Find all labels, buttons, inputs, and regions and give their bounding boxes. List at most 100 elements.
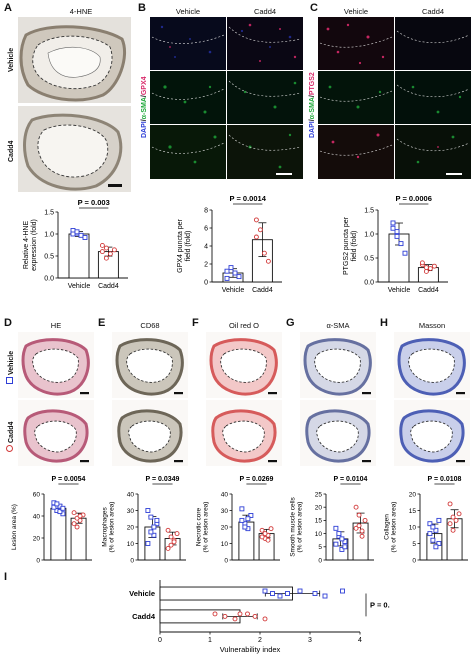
y-tick-label: 20 [33,535,41,542]
p-value-label: P = 0.0054 [52,476,86,483]
chart-b: 0 2 4 6 8 GPX4 puncta perfield (fold) Vehicle C… [177,194,282,294]
data-point-cadd4 [253,234,259,240]
data-point-vehicle [60,505,66,511]
data-point-cadd4 [265,537,271,543]
y-axis-label-line: PTGS2 puncta per [343,216,350,275]
data-point-vehicle [70,231,76,237]
p-value-label: P = 0.0108 [428,476,462,483]
data-point-cadd4 [252,613,258,619]
panel-a-image-cadd4 [18,106,131,192]
data-point-cadd4 [245,611,250,617]
data-point-cadd4 [356,512,362,518]
data-point-vehicle [148,529,154,535]
p-value-label: P = 0.0104 [334,476,368,483]
data-point-cadd4 [359,533,365,539]
panel-e-label: E [98,317,106,329]
data-point-vehicle [242,524,248,530]
data-point-cadd4 [262,531,268,537]
chart-f: 0 10 20 30 40 Necrotic core(% of lesion area)… [195,476,280,564]
y-tick-label: 25 [315,491,323,498]
p-value-label: P = 0.0269 [240,476,274,483]
data-point-vehicle [232,270,238,276]
data-point-cadd4 [419,260,425,266]
data-point-cadd4 [257,227,263,233]
data-point-vehicle [78,232,84,238]
y-axis-label: Macrophages(% of lesion area) [101,502,115,553]
data-point-vehicle [333,525,339,531]
y-axis-label: Collagen(% of lesion area) [383,502,397,553]
y-tick-label: 20 [127,524,135,531]
panel-a-title: 4-HNE [69,7,93,16]
data-point-vehicle [339,546,345,552]
data-point-vehicle [336,531,342,537]
data-point-cadd4 [174,531,180,537]
x-category-label: Vehicle [222,287,245,294]
data-point-vehicle [148,514,154,520]
y-tick-label: 0 [36,557,40,564]
y-axis-label: Necrotic core(% of lesion area) [195,502,209,553]
data-point-cadd4 [447,521,453,527]
data-point-vehicle [339,536,345,542]
data-point-vehicle [312,591,318,596]
data-point-cadd4 [253,217,259,223]
y-axis-label-line: (% of lesion area) [109,502,116,553]
data-point-cadd4 [107,251,113,257]
panel-c-channel-label: DAPI/α-SMA/PTGS2 [309,72,316,138]
y-axis-label: GPX4 puncta perfield (fold) [177,218,192,272]
data-point-vehicle [145,541,151,546]
data-point-vehicle [333,541,339,547]
data-point-cadd4 [165,545,171,551]
data-point-vehicle [236,274,242,280]
sma-label: α-SMA [141,97,148,120]
data-point-cadd4 [353,504,359,510]
data-point-vehicle [262,588,268,594]
y-tick-label: 10 [315,531,323,538]
y-axis-label: PTGS2 puncta perfield (fold) [343,216,358,275]
data-point-cadd4 [99,242,105,248]
data-point-vehicle [427,521,433,527]
y-tick-label: 15 [315,518,323,525]
y-axis-label-line: (% of lesion area) [203,502,210,553]
data-point-cadd4 [168,534,174,540]
data-point-vehicle [154,517,160,523]
data-point-cadd4 [99,249,105,255]
y-tick-label: 5 [412,541,416,548]
y-tick-label: 0 [412,557,416,564]
data-point-cadd4 [453,517,459,523]
y-tick-label: 20 [221,524,229,531]
y-tick-label: 10 [127,541,135,548]
x-category-label: Cadd4 [252,287,273,294]
y-tick-label: 6 [204,225,208,232]
ptgs2-label: PTGS2 [309,72,316,96]
y-axis-label-line: GPX4 puncta per [177,218,184,272]
y-axis-label-line: expression (fold) [31,219,38,271]
data-point-cadd4 [450,514,456,520]
y-tick-label: 30 [127,508,135,515]
panel-c-col-vehicle: Vehicle [343,7,369,16]
data-point-cadd4 [111,247,117,253]
y-tick-label: 10 [409,524,417,531]
data-point-cadd4 [353,525,359,531]
data-point-vehicle [224,268,230,274]
y-tick-label: 10 [221,541,229,548]
data-point-cadd4 [268,526,274,532]
data-point-vehicle [340,588,345,594]
data-point-cadd4 [265,258,271,264]
y-tick-label: 1.0 [364,231,374,238]
panel-a-label: A [4,2,12,14]
data-point-vehicle [342,544,348,550]
y-tick-label: 30 [221,508,229,515]
y-tick-label: 1.5 [364,207,374,214]
data-point-cadd4 [237,611,243,617]
panel-e-image-vehicle [112,332,188,398]
data-point-cadd4 [171,539,177,545]
y-axis-label-line: Macrophages [101,507,108,547]
panel-e-image-cadd4 [112,400,188,466]
data-point-cadd4 [222,613,228,619]
chart-c: 0.0 0.5 1.0 1.5 PTGS2 puncta perfield (fold)… [343,194,448,294]
y-tick-label: 0 [204,279,208,286]
data-point-vehicle [394,229,400,235]
x-category-label: Cadd4 [418,287,439,294]
panel-b-col-cadd4: Cadd4 [253,7,277,16]
y-axis-label-line: Collagen [383,514,390,540]
